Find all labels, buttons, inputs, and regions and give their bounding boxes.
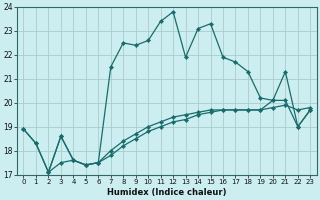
- X-axis label: Humidex (Indice chaleur): Humidex (Indice chaleur): [107, 188, 227, 197]
